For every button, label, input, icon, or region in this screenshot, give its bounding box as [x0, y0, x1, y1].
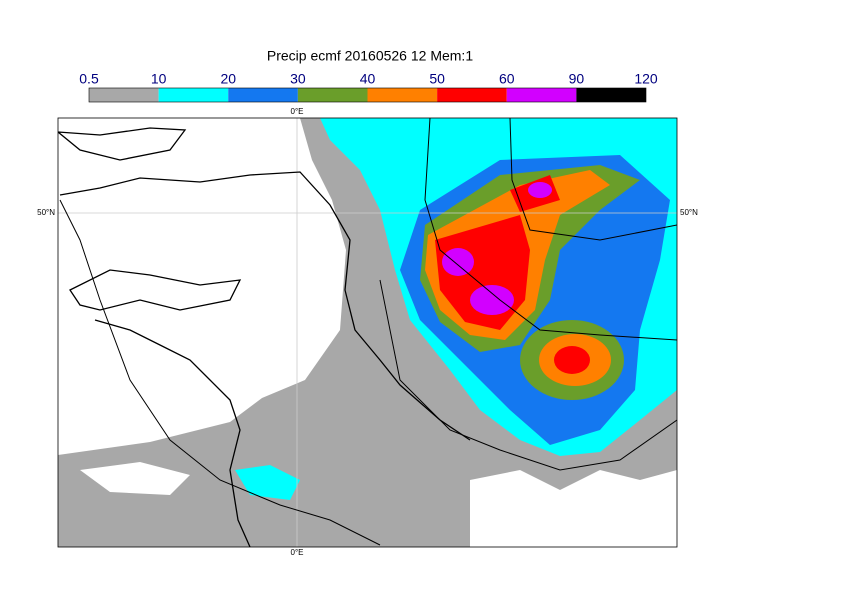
meridian-label: 0°E [291, 107, 304, 116]
precip-magenta [442, 248, 474, 276]
colorbar-segment [506, 88, 577, 102]
coastline [94, 319, 251, 547]
dry-area [80, 462, 190, 495]
colorbar-label: 0.5 [79, 71, 99, 87]
colorbar-label: 40 [360, 71, 376, 87]
coastline [69, 269, 242, 311]
precip-red [554, 346, 590, 374]
colorbar-segment [367, 88, 438, 102]
colorbar-segment [158, 88, 229, 102]
colorbar-label: 20 [220, 71, 236, 87]
colorbar-frame [88, 87, 647, 103]
border [424, 118, 677, 341]
colorbar-segment [297, 88, 368, 102]
colorbar-label: 120 [634, 71, 658, 87]
colorbar-segment [228, 88, 298, 102]
colorbar-label: 50 [429, 71, 445, 87]
precip-magenta [528, 182, 552, 198]
meridian-label: 0°E [291, 548, 304, 557]
parallel-label: 50°N [37, 208, 55, 217]
border [59, 199, 381, 546]
coastline [58, 127, 187, 161]
parallel-label: 50°N [680, 208, 698, 217]
coastline [59, 171, 471, 441]
dry-area [470, 470, 677, 547]
colorbar-label: 90 [569, 71, 585, 87]
colorbar-segment [437, 88, 507, 102]
border [379, 279, 677, 471]
colorbar-label: 30 [290, 71, 306, 87]
map [58, 118, 677, 547]
border [509, 118, 677, 241]
colorbar-segment [576, 88, 646, 102]
map-frame [57, 117, 678, 548]
precip-magenta [470, 285, 514, 315]
colorbar-label: 60 [499, 71, 515, 87]
colorbar: 0.5 10 20 30 40 50 60 90 120 [79, 71, 658, 103]
colorbar-label: 10 [151, 71, 167, 87]
title: Precip ecmf 20160526 12 Mem:1 [267, 48, 473, 64]
colorbar-segment [89, 88, 159, 102]
precip-cyan [235, 465, 300, 500]
